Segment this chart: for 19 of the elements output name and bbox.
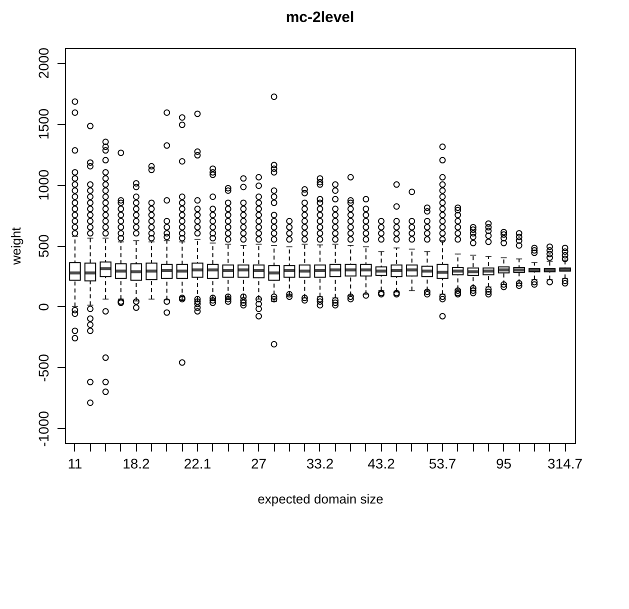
x-tick-label: 33.2 [306,456,334,472]
y-tick-label: 1000 [36,169,52,201]
y-tick-label: 2000 [36,47,52,79]
y-tick-label: 500 [36,234,52,258]
x-tick-label: 53.7 [428,456,456,472]
y-tick-label: 1500 [36,108,52,140]
y-axis-title: weight [8,226,24,266]
x-tick-label: 95 [496,456,512,472]
y-tick-label: -1000 [36,410,52,447]
y-tick-label: 0 [36,302,52,311]
x-tick-label: 18.2 [122,456,150,472]
x-axis-title: expected domain size [258,492,384,506]
x-tick-label: 22.1 [184,456,212,472]
x-tick-label: 11 [68,456,82,472]
x-tick-label: 27 [250,456,267,472]
chart-title: mc-2level [286,9,354,26]
y-tick-label: -500 [36,354,52,382]
x-tick-label: 314.7 [548,456,583,472]
x-tick-label: 43.2 [368,456,396,472]
